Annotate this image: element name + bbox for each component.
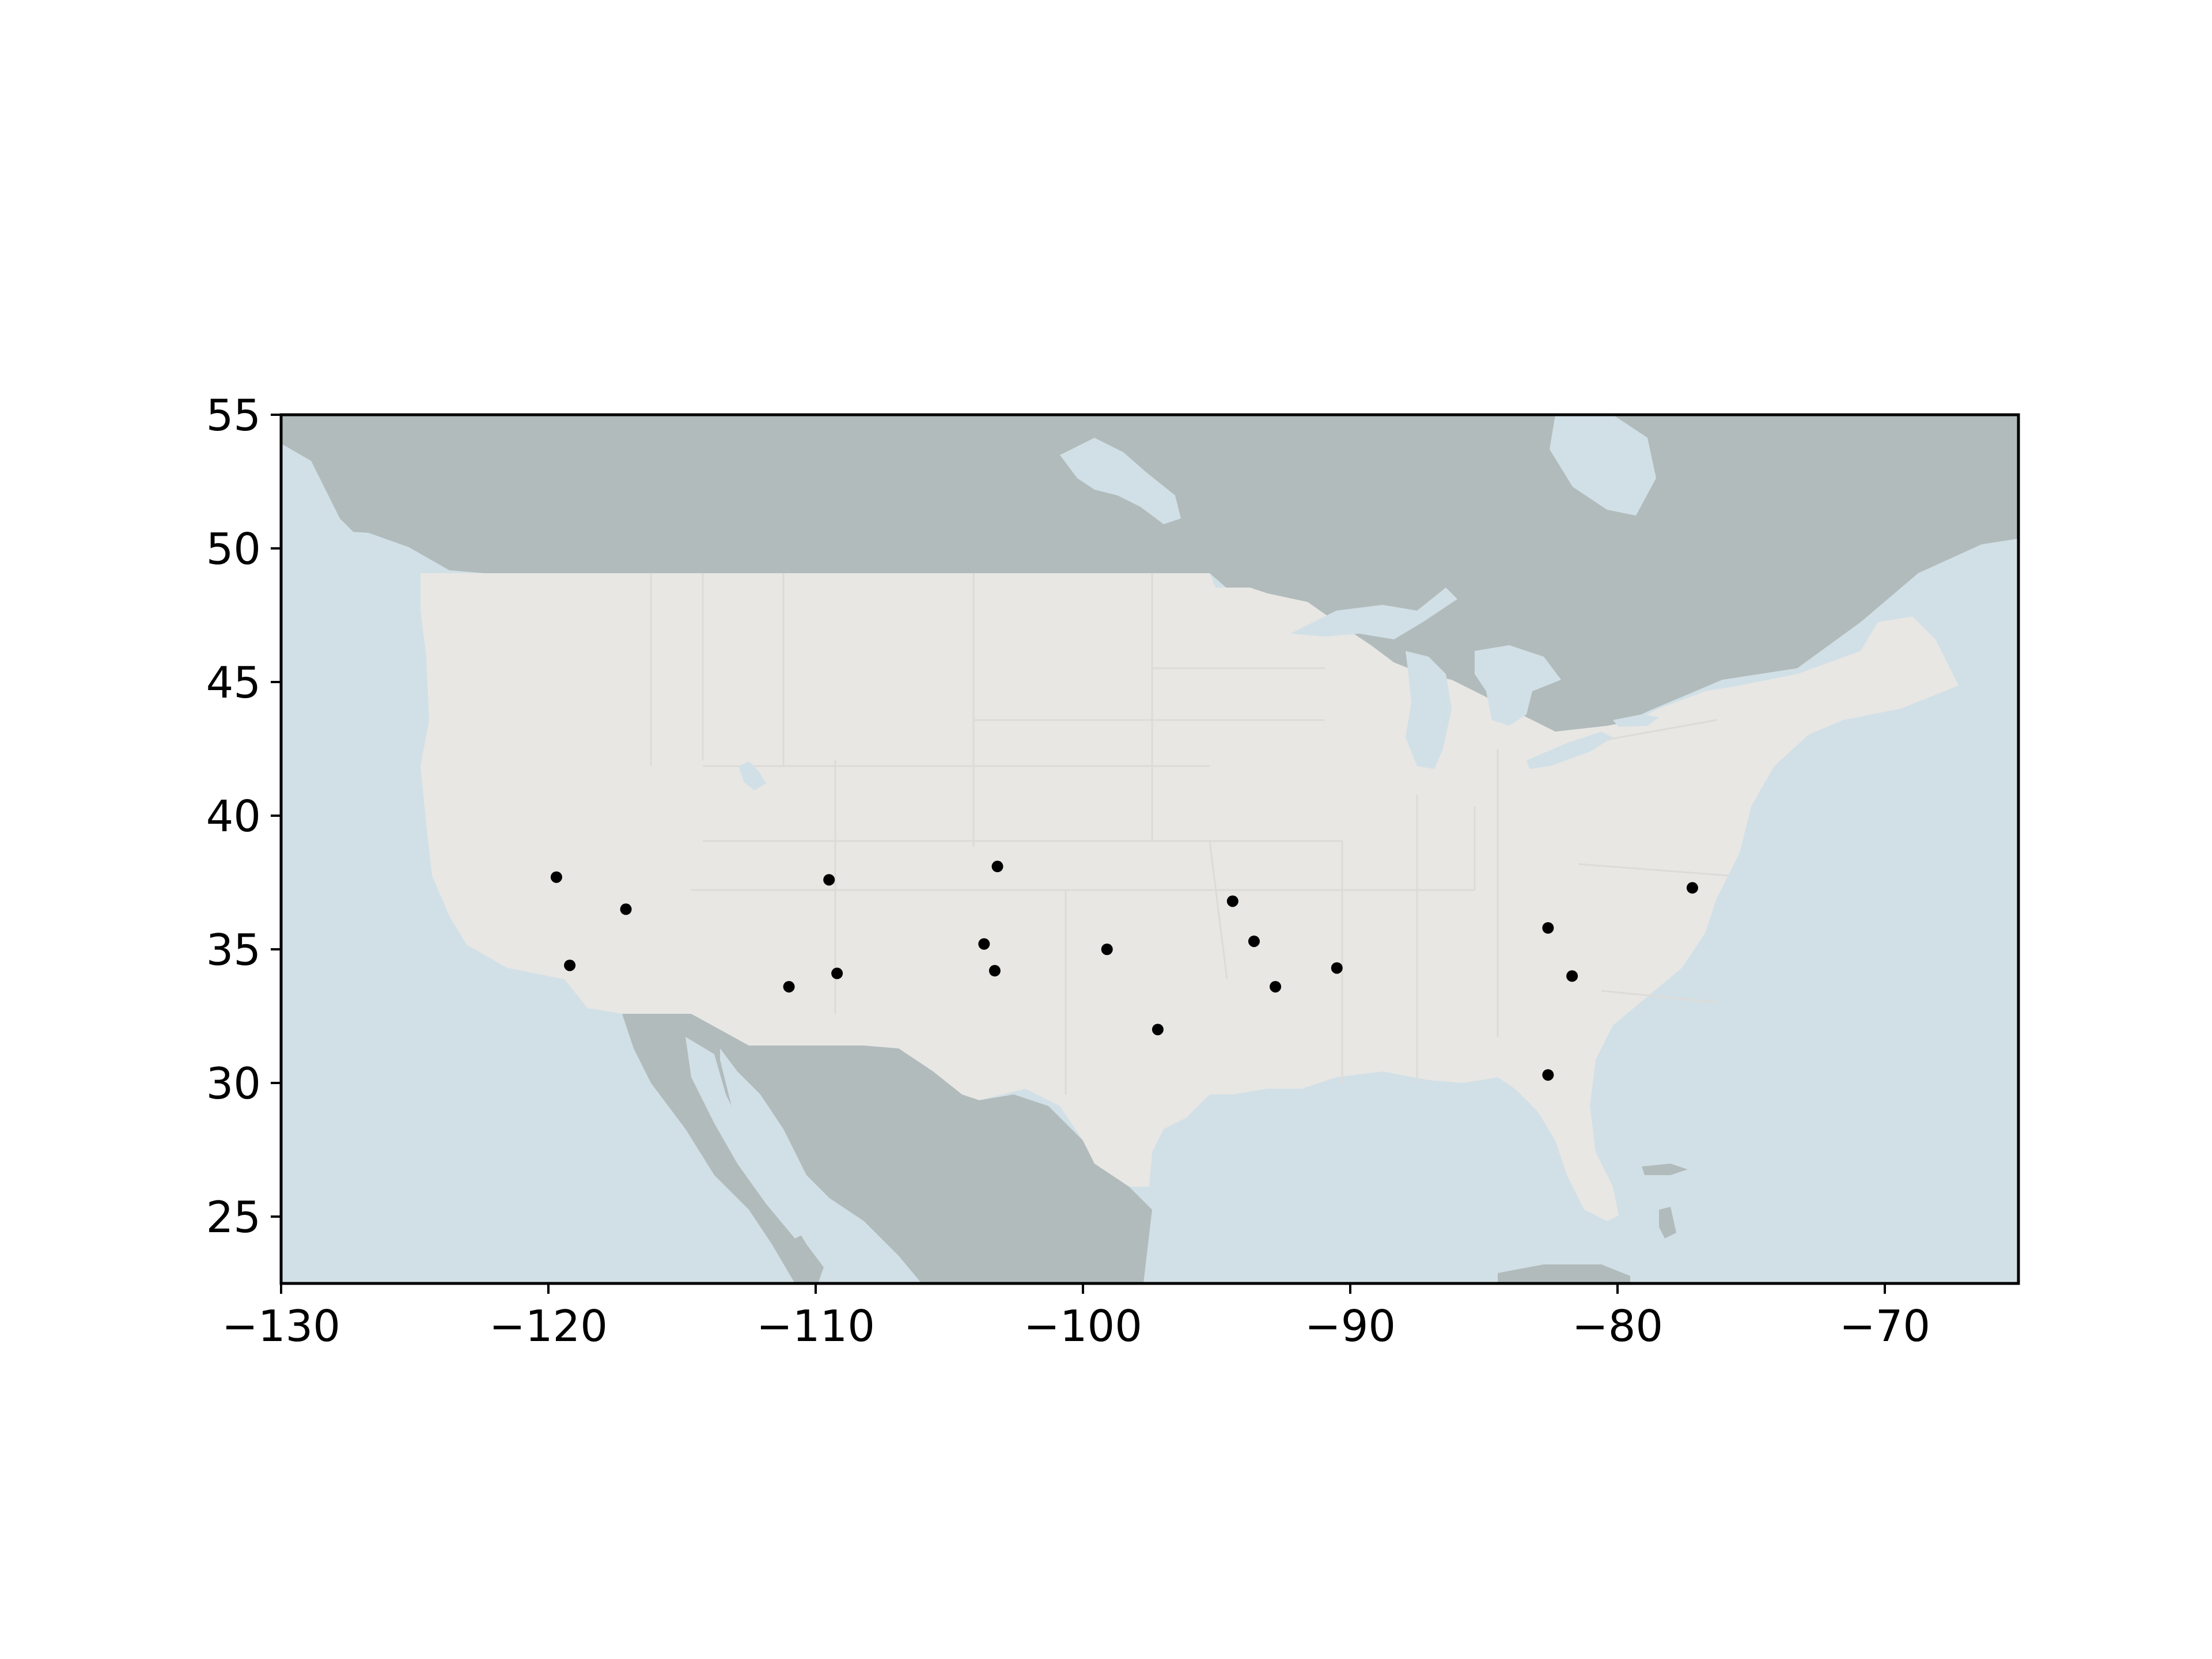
data-point xyxy=(1331,962,1343,974)
data-point xyxy=(1248,935,1260,948)
data-point xyxy=(783,980,795,993)
map-plot-area xyxy=(281,415,2018,1283)
lake-michigan xyxy=(1406,651,1452,769)
x-tick-label: −120 xyxy=(489,1301,608,1351)
y-tick-label: 55 xyxy=(206,390,261,441)
data-point xyxy=(988,965,1001,977)
data-points xyxy=(550,861,1698,1081)
canadian-lakes xyxy=(1060,438,1181,524)
y-tick-label: 50 xyxy=(206,524,261,574)
axes-frame xyxy=(279,413,2020,1285)
cuba xyxy=(1498,1264,1630,1283)
canada-landmass xyxy=(281,415,2018,760)
data-point xyxy=(991,861,1003,873)
y-tick-label: 45 xyxy=(206,657,261,708)
x-tick-label: −80 xyxy=(1572,1301,1663,1351)
x-tick-label: −70 xyxy=(1839,1301,1930,1351)
data-point xyxy=(1152,1024,1164,1036)
data-point xyxy=(978,938,990,950)
data-point xyxy=(620,903,632,915)
lake-huron xyxy=(1475,645,1561,726)
data-point xyxy=(550,871,562,883)
data-point xyxy=(1270,980,1282,993)
data-point xyxy=(1226,895,1238,907)
bahamas xyxy=(1642,1164,1688,1238)
data-point xyxy=(823,874,835,886)
y-axis: 25 30 35 40 45 50 55 xyxy=(206,390,281,1243)
x-tick-label: −90 xyxy=(1305,1301,1396,1351)
data-point xyxy=(1566,970,1578,982)
y-tick-label: 35 xyxy=(206,925,261,975)
gulf-of-california xyxy=(685,1037,806,1238)
data-point xyxy=(1542,1069,1554,1081)
united-states-landmass xyxy=(421,573,1959,1221)
great-salt-lake xyxy=(738,762,766,790)
data-point xyxy=(1686,882,1698,894)
mexico-landmass xyxy=(622,1014,1152,1283)
data-point xyxy=(1101,944,1113,955)
x-tick-label: −110 xyxy=(756,1301,875,1351)
y-tick-label: 40 xyxy=(206,791,261,842)
data-point xyxy=(831,967,843,979)
data-point xyxy=(1542,922,1554,934)
y-tick-label: 25 xyxy=(206,1192,261,1243)
lake-ontario xyxy=(1613,714,1659,727)
x-tick-label: −130 xyxy=(222,1301,340,1351)
x-tick-label: −100 xyxy=(1024,1301,1142,1351)
state-borders xyxy=(650,573,1729,1094)
canada-east-ocean xyxy=(1982,683,2018,720)
lake-superior xyxy=(1290,588,1457,639)
hudson-bay xyxy=(1550,415,1656,516)
data-point xyxy=(564,959,576,971)
x-axis: −130 −120 −110 −100 −90 −80 −70 xyxy=(222,1283,1930,1351)
gulf-of-st-lawrence xyxy=(1855,559,2018,634)
y-tick-label: 30 xyxy=(206,1058,261,1109)
lake-erie xyxy=(1527,732,1613,769)
